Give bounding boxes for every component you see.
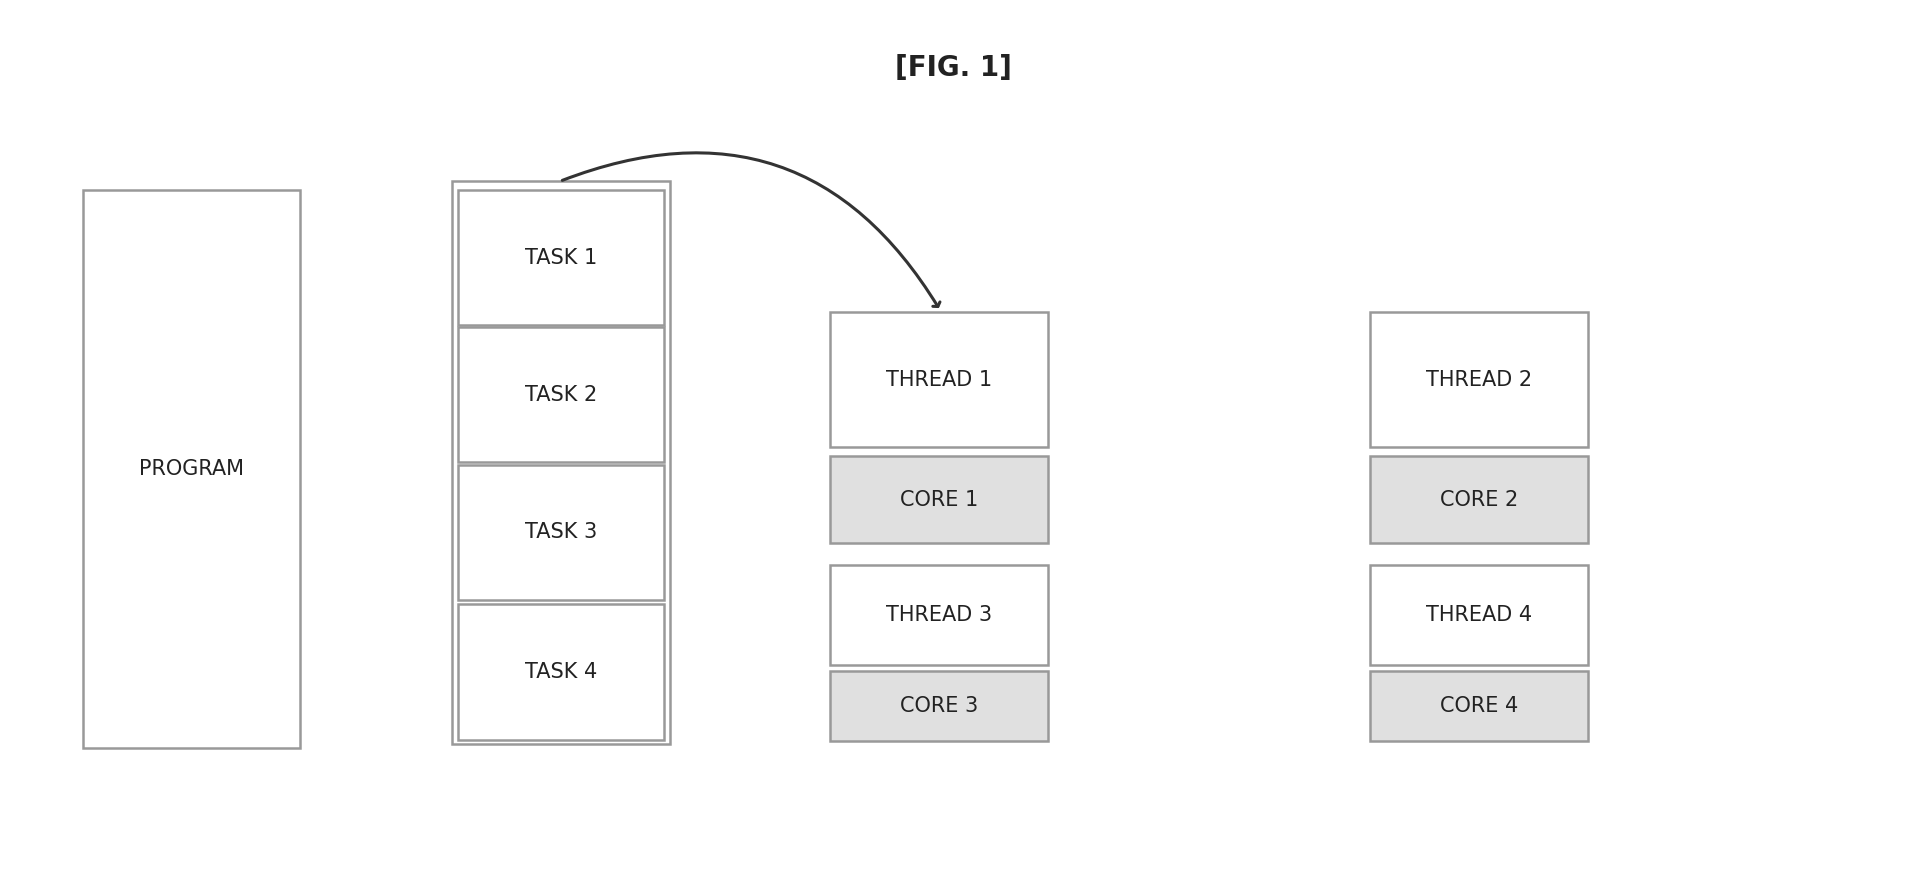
Bar: [458, 465, 664, 600]
Text: THREAD 4: THREAD 4: [1426, 605, 1531, 626]
Text: CORE 4: CORE 4: [1440, 696, 1518, 717]
Bar: [1369, 456, 1589, 543]
Text: TASK 1: TASK 1: [524, 248, 597, 268]
Bar: [830, 456, 1049, 543]
Bar: [1369, 312, 1589, 447]
Bar: [458, 327, 664, 462]
Bar: [830, 312, 1049, 447]
Text: THREAD 3: THREAD 3: [887, 605, 992, 626]
Text: PROGRAM: PROGRAM: [139, 459, 244, 479]
Text: THREAD 2: THREAD 2: [1426, 369, 1531, 390]
Bar: [452, 182, 669, 744]
Text: THREAD 1: THREAD 1: [887, 369, 992, 390]
Bar: [458, 604, 664, 740]
Text: CORE 1: CORE 1: [900, 490, 978, 509]
Text: TASK 3: TASK 3: [524, 523, 597, 542]
Text: [FIG. 1]: [FIG. 1]: [894, 54, 1013, 82]
Bar: [458, 190, 664, 325]
Bar: [82, 190, 301, 749]
Text: CORE 3: CORE 3: [900, 696, 978, 717]
Bar: [830, 672, 1049, 742]
Text: TASK 2: TASK 2: [524, 385, 597, 405]
Bar: [1369, 565, 1589, 665]
Bar: [1369, 672, 1589, 742]
Bar: [830, 565, 1049, 665]
Text: CORE 2: CORE 2: [1440, 490, 1518, 509]
Text: TASK 4: TASK 4: [524, 662, 597, 682]
